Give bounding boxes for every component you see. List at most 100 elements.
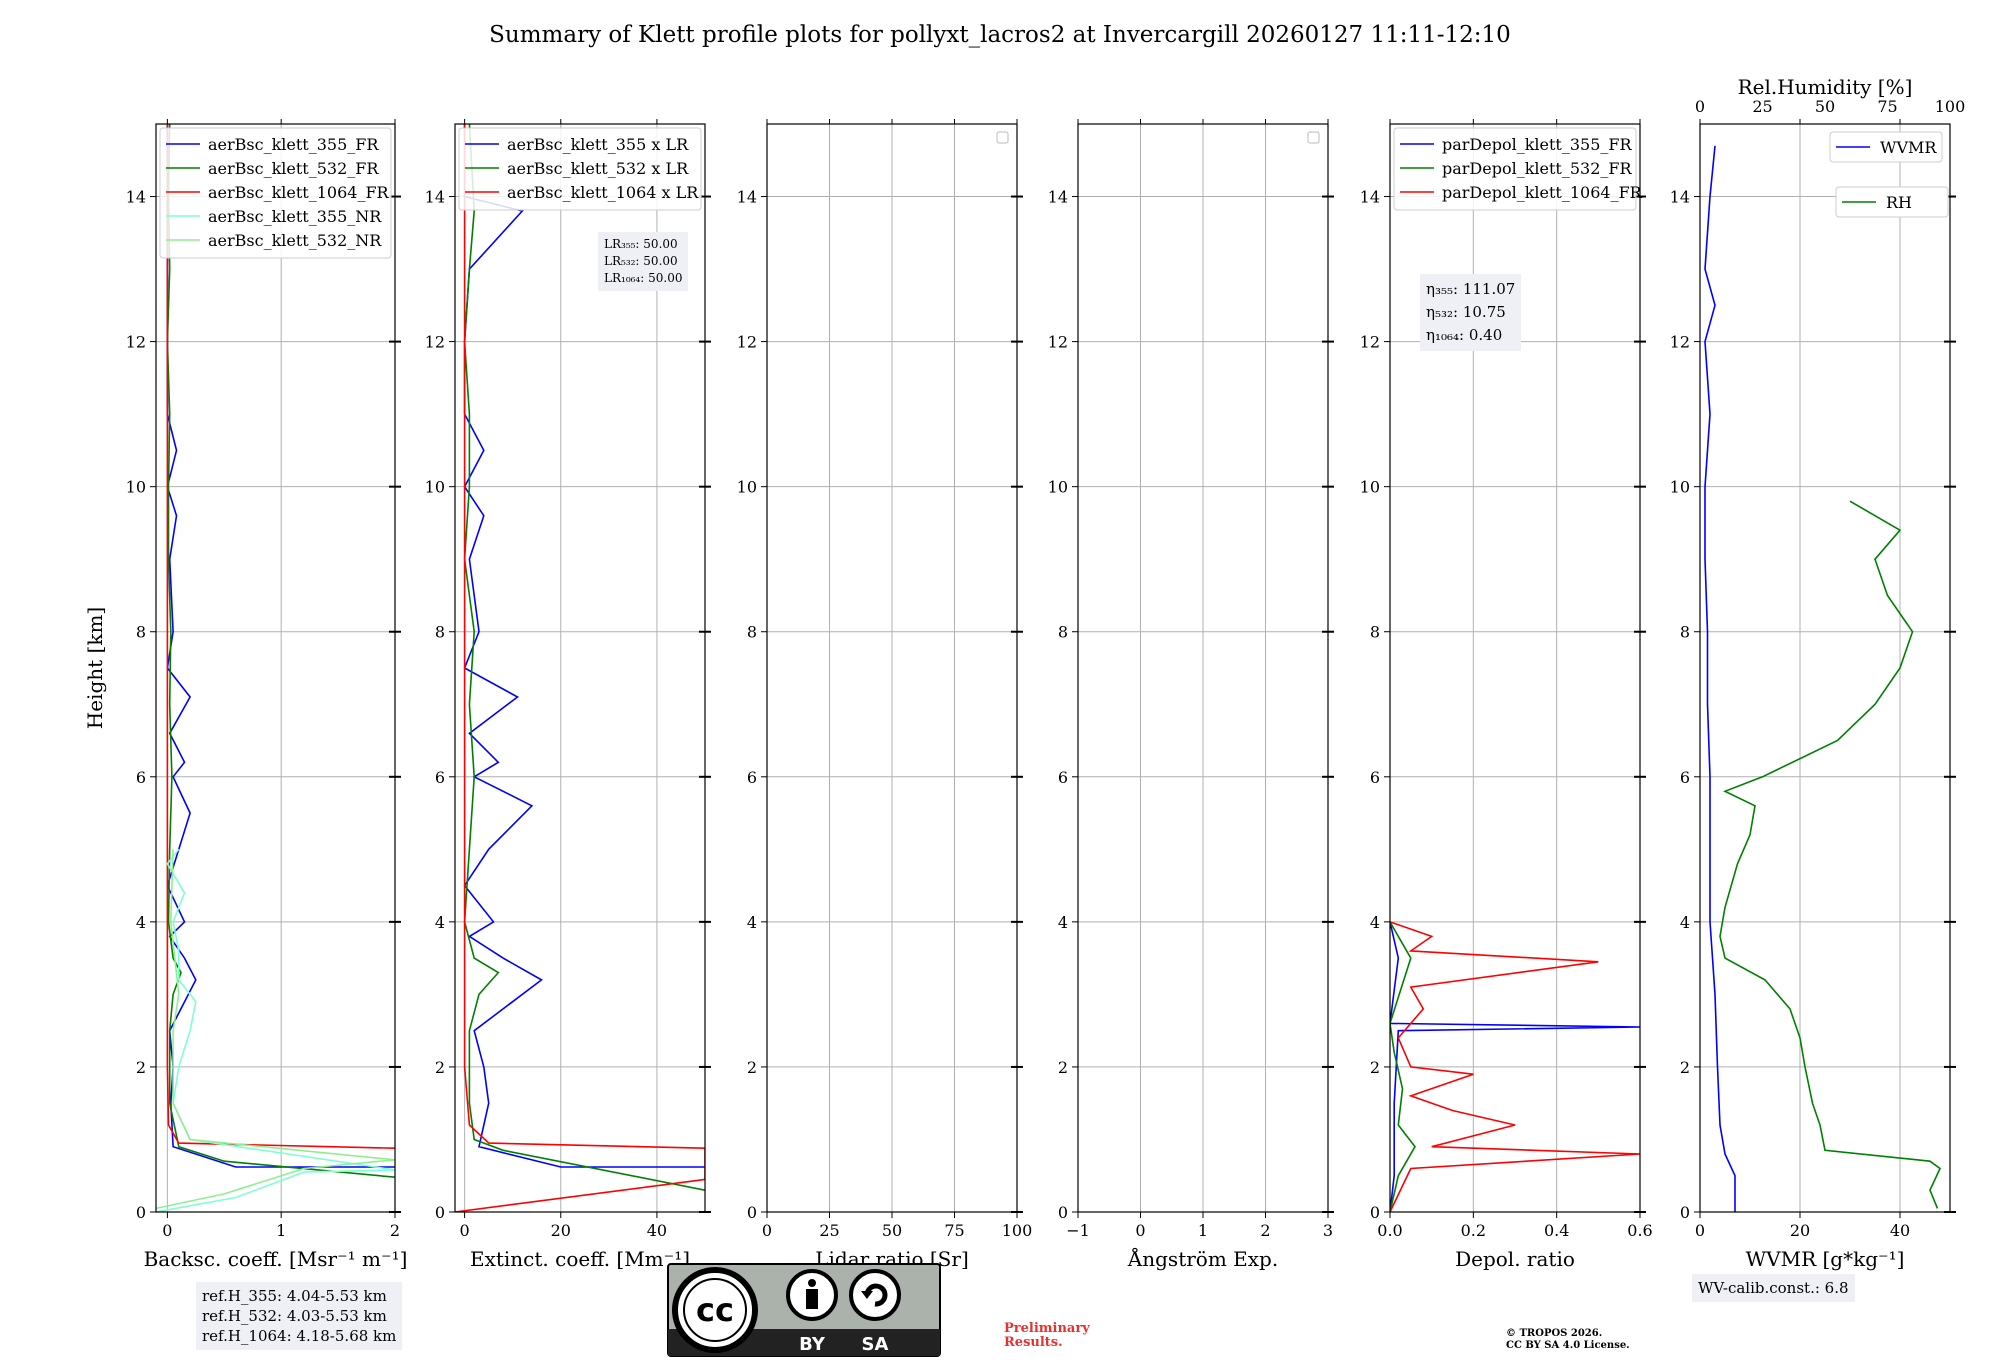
y-tick-label: 14 bbox=[126, 188, 146, 207]
y-tick-label: 14 bbox=[1360, 188, 1380, 207]
note-line: ref.H_1064: 4.18-5.68 km bbox=[202, 1327, 397, 1345]
top-tick-label: 75 bbox=[1877, 97, 1897, 116]
lidar-ratio-note: LR₃₅₅: 50.00 LR₅₃₂: 50.00 LR₁₀₆₄: 50.00 bbox=[598, 232, 689, 291]
y-tick-label: 8 bbox=[435, 623, 445, 642]
legend-box bbox=[1829, 131, 1943, 163]
legend-label: parDepol_klett_1064_FR bbox=[1442, 183, 1643, 202]
reference-height-note: ref.H_355: 4.04-5.53 km ref.H_532: 4.03-… bbox=[196, 1282, 403, 1350]
y-tick-label: 0 bbox=[747, 1203, 757, 1222]
y-tick-label: 12 bbox=[737, 333, 757, 352]
y-tick-label: 12 bbox=[1670, 333, 1690, 352]
cc-license-badge: cc BY SA bbox=[667, 1263, 941, 1357]
legend-label: aerBsc_klett_532_FR bbox=[208, 159, 379, 178]
top-axis-label: Rel.Humidity [%] bbox=[1738, 75, 1913, 99]
x-tick-label: 0.2 bbox=[1461, 1221, 1486, 1240]
y-tick-label: 10 bbox=[1048, 478, 1068, 497]
series-line bbox=[1390, 921, 1640, 1212]
x-tick-label: 25 bbox=[819, 1221, 839, 1240]
note-line: WV-calib.const.: 6.8 bbox=[1698, 1279, 1849, 1297]
y-tick-label: 8 bbox=[747, 623, 757, 642]
x-tick-label: 20 bbox=[1790, 1221, 1810, 1240]
x-tick-label: 0 bbox=[460, 1221, 470, 1240]
legend-label: parDepol_klett_532_FR bbox=[1442, 159, 1633, 178]
x-tick-label: 20 bbox=[551, 1221, 571, 1240]
legend-label: aerBsc_klett_1064 x LR bbox=[507, 183, 699, 202]
eta-note: η₃₅₅: 111.07 η₅₃₂: 10.75 η₁₀₆₄: 0.40 bbox=[1420, 274, 1522, 351]
x-tick-label: 2 bbox=[1260, 1221, 1270, 1240]
legend-box bbox=[1393, 127, 1637, 211]
copyright-line: CC BY SA 4.0 License. bbox=[1506, 1340, 1630, 1351]
x-axis-label: WVMR [g*kg⁻¹] bbox=[1746, 1247, 1905, 1271]
legend-label: aerBsc_klett_355 x LR bbox=[507, 135, 689, 154]
x-tick-label: 0 bbox=[162, 1221, 172, 1240]
sa-text: SA bbox=[862, 1334, 889, 1355]
x-tick-label: 40 bbox=[647, 1221, 667, 1240]
y-tick-label: 2 bbox=[136, 1058, 146, 1077]
figure-title: Summary of Klett profile plots for polly… bbox=[489, 22, 1511, 48]
empty-legend bbox=[1307, 131, 1320, 144]
series-line bbox=[1390, 921, 1416, 1212]
x-tick-label: 0.4 bbox=[1544, 1221, 1569, 1240]
x-tick-label: 2 bbox=[390, 1221, 400, 1240]
x-tick-label: 1 bbox=[276, 1221, 286, 1240]
x-tick-label: 0.0 bbox=[1377, 1221, 1402, 1240]
y-tick-label: 2 bbox=[1680, 1058, 1690, 1077]
empty-legend bbox=[996, 131, 1009, 144]
subplot-depolarization: 0.0 0.2 0.4 0.6 0 2 4 6 8 10 12 14 Depol. ratio parDe… bbox=[1360, 119, 1653, 1271]
subplot-water-vapor: 0 20 40 0 2 4 6 8 10 12 14 WVMR [g*kg⁻¹] 0 25 50 75 100 R… bbox=[1670, 75, 1966, 1271]
note-line: LR₃₅₅: 50.00 bbox=[604, 237, 678, 251]
y-tick-label: 8 bbox=[1370, 623, 1380, 642]
y-tick-label: 4 bbox=[1370, 913, 1380, 932]
preliminary-notice: Preliminary Results. bbox=[1004, 1322, 1090, 1350]
plot-frame bbox=[454, 123, 706, 1213]
series-line bbox=[455, 124, 705, 1212]
x-tick-label: 100 bbox=[1002, 1221, 1033, 1240]
legend-label: parDepol_klett_355_FR bbox=[1442, 135, 1633, 154]
y-tick-label: 8 bbox=[1058, 623, 1068, 642]
y-tick-label: 10 bbox=[1360, 478, 1380, 497]
y-tick-label: 8 bbox=[136, 623, 146, 642]
x-tick-label: 75 bbox=[944, 1221, 964, 1240]
y-tick-label: 6 bbox=[747, 768, 757, 787]
note-line: LR₁₀₆₄: 50.00 bbox=[604, 271, 683, 285]
y-tick-label: 12 bbox=[1048, 333, 1068, 352]
legend-label: WVMR bbox=[1880, 138, 1937, 157]
legend-label: aerBsc_klett_532 x LR bbox=[507, 159, 689, 178]
y-tick-label: 0 bbox=[136, 1203, 146, 1222]
cc-text: cc bbox=[696, 1291, 734, 1329]
x-axis-label: Depol. ratio bbox=[1455, 1247, 1575, 1271]
x-tick-label: 1 bbox=[1198, 1221, 1208, 1240]
legend-label: aerBsc_klett_532_NR bbox=[208, 231, 382, 250]
series-line bbox=[1719, 500, 1942, 1209]
y-tick-label: 10 bbox=[425, 478, 445, 497]
legend-label: aerBsc_klett_355_NR bbox=[208, 207, 382, 226]
y-tick-label: 0 bbox=[435, 1203, 445, 1222]
y-tick-label: 12 bbox=[425, 333, 445, 352]
y-tick-label: 2 bbox=[435, 1058, 445, 1077]
legend-label: aerBsc_klett_1064_FR bbox=[208, 183, 390, 202]
y-tick-label: 4 bbox=[747, 913, 757, 932]
top-tick-label: 50 bbox=[1815, 97, 1835, 116]
y-tick-label: 2 bbox=[1058, 1058, 1068, 1077]
x-tick-label: 0 bbox=[1695, 1221, 1705, 1240]
y-tick-label: 10 bbox=[737, 478, 757, 497]
legend-box bbox=[159, 127, 392, 259]
y-tick-label: 12 bbox=[1360, 333, 1380, 352]
y-tick-label: 0 bbox=[1680, 1203, 1690, 1222]
y-tick-label: 14 bbox=[425, 188, 445, 207]
legend-box bbox=[458, 127, 702, 211]
note-line: ref.H_355: 4.04-5.53 km bbox=[202, 1287, 387, 1305]
y-tick-label: 6 bbox=[1680, 768, 1690, 787]
series-line bbox=[1704, 145, 1736, 1212]
y-tick-label: 6 bbox=[435, 768, 445, 787]
plot-frame bbox=[155, 123, 396, 1213]
subplot-extinction: 0 20 40 0 2 4 6 8 10 12 14 Extinct. coeff. [Mm⁻¹] ae… bbox=[425, 119, 711, 1271]
y-tick-label: 0 bbox=[1370, 1203, 1380, 1222]
x-tick-label: −1 bbox=[1066, 1221, 1090, 1240]
x-axis-label: Ångström Exp. bbox=[1127, 1246, 1278, 1271]
by-text: BY bbox=[799, 1334, 826, 1355]
y-tick-label: 4 bbox=[1058, 913, 1068, 932]
y-tick-label: 2 bbox=[1370, 1058, 1380, 1077]
x-tick-label: 0 bbox=[1135, 1221, 1145, 1240]
